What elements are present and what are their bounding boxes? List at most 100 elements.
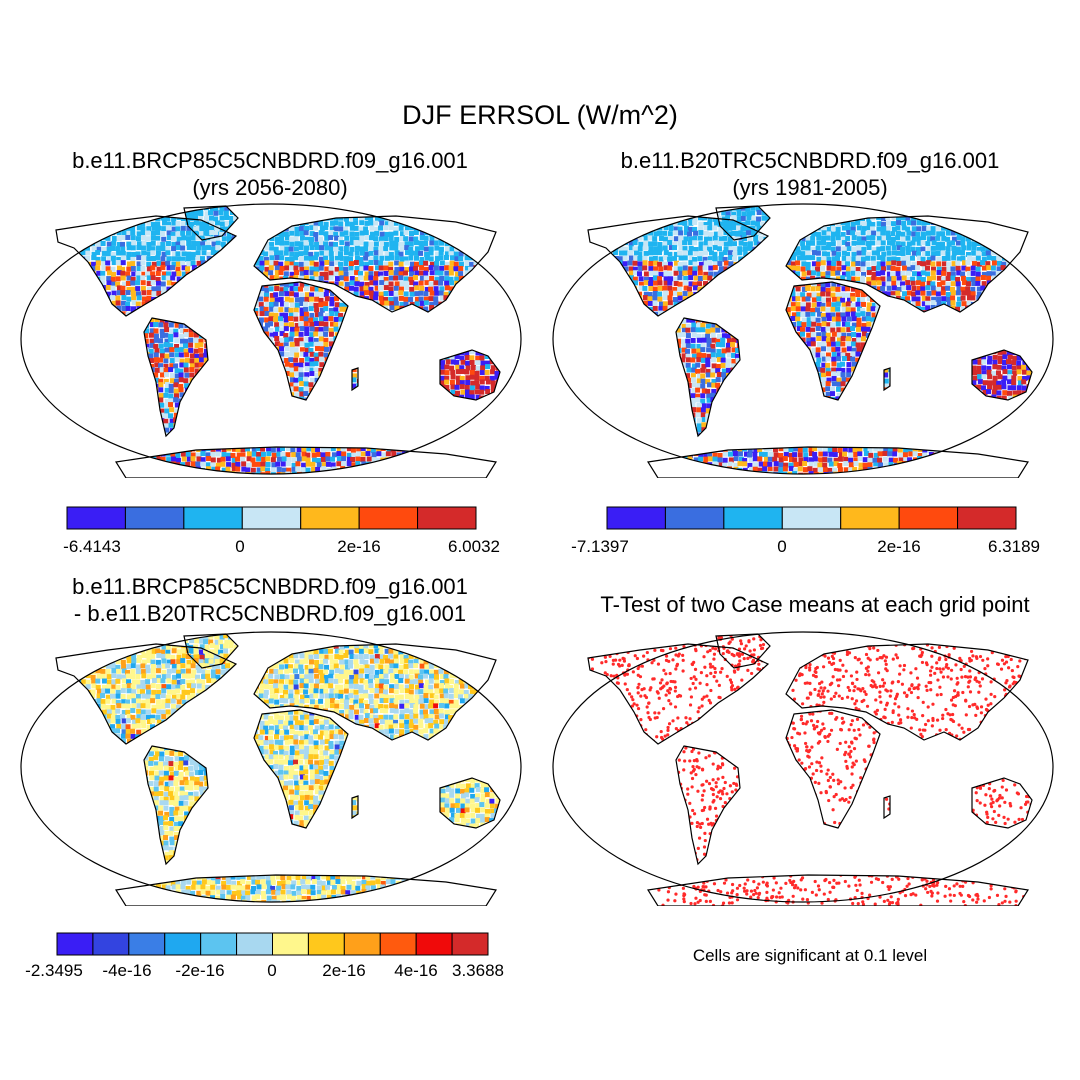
significant-cell: [861, 900, 865, 904]
significant-cell: [590, 667, 595, 671]
significant-cell: [799, 822, 803, 826]
significant-cell: [753, 888, 757, 893]
significant-cell: [882, 738, 887, 740]
significant-cell: [826, 656, 831, 660]
significant-cell: [752, 893, 756, 897]
significant-cell: [786, 805, 789, 809]
significant-cell: [671, 719, 675, 723]
significant-cell: [656, 691, 660, 695]
significant-cell: [973, 822, 977, 826]
panel-2-title: b.e11.B20TRC5CNBDRD.f09_g16.001: [620, 148, 1000, 173]
significant-cell: [826, 768, 830, 772]
significant-cell: [1005, 711, 1010, 716]
significant-cell: [1018, 653, 1022, 657]
significant-cell: [784, 881, 788, 885]
significant-cell: [717, 730, 722, 734]
cbar3-label-pos4: 4e-16: [394, 961, 438, 980]
significant-cell: [733, 839, 738, 843]
significant-cell: [705, 862, 709, 864]
significant-cell: [807, 734, 811, 738]
significant-cell: [695, 759, 699, 763]
significant-cell: [720, 831, 725, 835]
significant-cell: [902, 691, 907, 695]
significant-cell: [589, 650, 593, 654]
significant-cell: [870, 718, 874, 722]
significant-cell: [1022, 718, 1026, 722]
significant-cell: [853, 725, 858, 729]
significant-cell: [1016, 737, 1020, 740]
significant-cell: [719, 890, 723, 894]
significant-cell: [635, 656, 640, 661]
significant-cell: [722, 881, 727, 885]
significant-cell: [814, 674, 818, 679]
significant-cell: [725, 823, 730, 828]
significant-cell: [819, 695, 823, 699]
significant-cell: [643, 694, 647, 698]
significant-cell: [631, 670, 635, 674]
significant-cell: [975, 782, 979, 786]
significant-cell: [997, 726, 1001, 731]
significant-cell: [759, 714, 763, 718]
significant-cell: [836, 782, 841, 786]
significant-cell: [929, 673, 933, 677]
significant-cell: [799, 710, 803, 713]
significant-cell: [844, 750, 848, 754]
significant-cell: [656, 662, 661, 666]
significant-cell: [793, 736, 797, 740]
significant-cell: [739, 642, 744, 646]
significant-cell: [915, 717, 919, 721]
significant-cell: [872, 790, 876, 794]
significant-cell: [682, 897, 686, 901]
significant-cell: [877, 776, 880, 780]
coastline-eurasia: [253, 215, 497, 313]
significant-cell: [864, 692, 868, 696]
significant-cell: [884, 662, 888, 666]
significant-cell: [667, 659, 671, 663]
significant-cell: [600, 676, 605, 680]
colorbar-3-swatch-3: [128, 932, 166, 956]
significant-cell: [631, 698, 635, 702]
significant-cell: [799, 781, 803, 785]
significant-cell: [883, 707, 887, 711]
significant-cell: [743, 882, 747, 886]
significant-cell: [820, 728, 824, 732]
significant-cell: [701, 808, 706, 812]
significant-cell: [909, 690, 914, 695]
significant-cell: [717, 790, 721, 794]
significant-cell: [688, 839, 693, 843]
significant-cell: [1015, 791, 1019, 795]
significant-cell: [842, 798, 847, 803]
significant-cell: [808, 666, 812, 670]
significant-cell: [743, 889, 747, 893]
significant-cell: [896, 679, 900, 684]
significant-cell: [718, 797, 723, 801]
significant-cell: [1002, 730, 1006, 734]
significant-cell: [979, 705, 984, 709]
significant-cell: [731, 889, 735, 893]
significant-cell: [691, 681, 695, 686]
significant-cell: [854, 759, 858, 763]
significant-cell: [620, 738, 624, 742]
significant-cell: [701, 733, 705, 737]
significant-cell: [800, 876, 805, 880]
significant-cell: [701, 719, 706, 723]
significant-cell: [703, 734, 707, 739]
significant-cell: [631, 742, 635, 744]
significant-cell: [688, 717, 692, 721]
significant-cell: [847, 651, 852, 655]
significant-cell: [752, 648, 757, 652]
significant-cell: [639, 718, 643, 722]
significant-cell: [792, 805, 796, 809]
colorbar-3-swatch-11: [415, 932, 453, 956]
significant-cell: [791, 688, 795, 692]
significant-cell: [909, 875, 913, 877]
significant-cell: [999, 667, 1004, 671]
significant-cell: [801, 897, 805, 901]
significant-cell: [876, 648, 880, 653]
significant-cell: [1020, 738, 1024, 740]
significant-cell: [852, 728, 856, 732]
significant-cell: [611, 662, 615, 666]
panel-3-subtitle: - b.e11.B20TRC5CNBDRD.f09_g16.001: [73, 601, 467, 626]
significant-cell: [695, 765, 699, 769]
significant-cell: [806, 754, 810, 758]
